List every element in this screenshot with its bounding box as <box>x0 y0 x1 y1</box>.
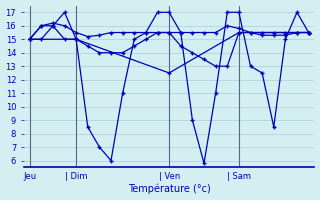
X-axis label: Température (°c): Température (°c) <box>128 184 211 194</box>
